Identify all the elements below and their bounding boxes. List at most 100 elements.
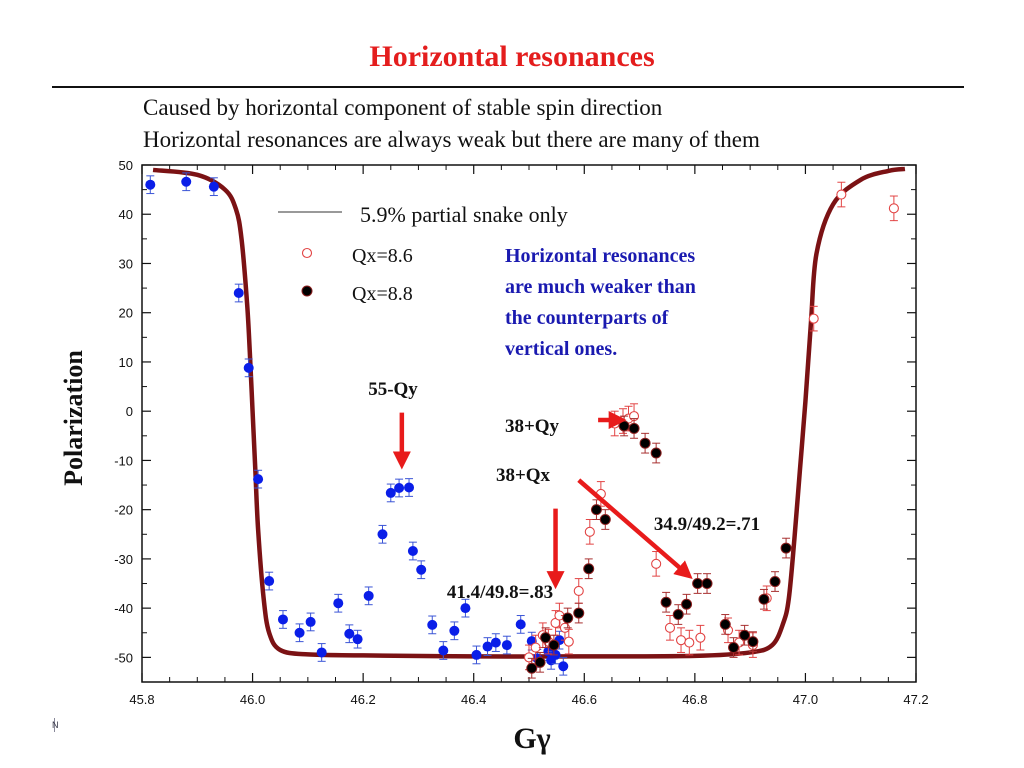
data-point (407, 546, 418, 557)
x-tick-label: 46.4 (461, 692, 486, 707)
data-point (394, 483, 405, 494)
data-point (780, 542, 792, 554)
data-point (684, 637, 695, 648)
data-point (747, 636, 759, 648)
data-point (404, 482, 415, 493)
data-point (501, 640, 512, 651)
y-tick-label: -50 (114, 650, 133, 665)
data-point (416, 564, 427, 575)
data-point (719, 618, 731, 630)
data-point (628, 422, 640, 434)
annotation-label: 55-Qy (368, 379, 418, 400)
data-point (482, 641, 493, 652)
curve-layer (152, 166, 906, 659)
annotation-label: 41.4/49.8=.83 (447, 582, 553, 603)
data-point (385, 487, 396, 498)
callout-line: vertical ones. (505, 338, 617, 360)
data-point (573, 585, 584, 596)
data-point (344, 628, 355, 639)
x-tick-label: 46.0 (240, 692, 265, 707)
y-tick-label: -20 (114, 503, 133, 518)
subtitle-line-2: Horizontal resonances are always weak bu… (143, 127, 760, 152)
data-point (584, 526, 595, 537)
y-tick-label: 30 (119, 256, 133, 271)
data-point (264, 576, 275, 587)
data-point (728, 642, 740, 654)
legend-open-marker (301, 247, 313, 259)
y-tick-label: -40 (114, 601, 133, 616)
data-point (639, 437, 651, 449)
data-point (526, 662, 538, 674)
y-tick-label: 50 (119, 158, 133, 173)
data-point (681, 598, 693, 610)
slide-title: Horizontal resonances (369, 40, 655, 73)
data-point (530, 642, 541, 653)
data-point (294, 627, 305, 638)
data-point (769, 576, 781, 588)
data-point (316, 647, 327, 658)
data-point (523, 652, 535, 663)
data-point (675, 635, 687, 646)
x-axis-label: Gγ (513, 722, 550, 755)
points-layer (145, 172, 899, 679)
data-point (438, 645, 449, 656)
title-rule (52, 86, 964, 88)
subtitle-line-1: Caused by horizontal component of stable… (143, 95, 663, 120)
legend-filled-label: Qx=8.8 (352, 283, 413, 305)
x-tick-label: 45.8 (129, 692, 154, 707)
data-point (808, 313, 819, 324)
annotation-label: 38+Qy (505, 416, 560, 437)
data-point (664, 622, 676, 633)
data-point (363, 590, 374, 601)
data-point (888, 203, 899, 214)
data-point (695, 632, 706, 643)
data-point (490, 637, 501, 648)
legend-filled-marker (301, 285, 313, 297)
data-point (548, 639, 560, 651)
corner-mark: N (52, 720, 59, 730)
data-point (583, 563, 595, 575)
data-point (618, 420, 630, 432)
callout-line: the counterparts of (505, 307, 669, 329)
data-point (352, 634, 363, 645)
data-point (651, 558, 662, 569)
annotation-layer: 55-Qy 38+Qy 38+Qx 34.9/49.2=.71 41.4/49.8=.8… (368, 245, 760, 603)
data-point (573, 607, 585, 619)
y-tick-label: -30 (114, 552, 133, 567)
data-point (449, 625, 460, 636)
data-point (515, 619, 526, 630)
data-point (701, 578, 713, 590)
x-tick-label: 47.2 (903, 692, 928, 707)
data-point (540, 632, 552, 644)
data-point (145, 179, 156, 190)
data-point (377, 529, 388, 540)
data-point (558, 661, 569, 672)
y-tick-label: 10 (119, 355, 133, 370)
x-tick-label: 46.2 (350, 692, 375, 707)
data-point (692, 578, 704, 590)
data-point (534, 656, 546, 668)
data-point (333, 598, 344, 609)
legend: 5.9% partial snake only Qx=8.6 Qx=8.8 (278, 202, 568, 305)
callout-line: Horizontal resonances (505, 245, 695, 267)
data-point (277, 614, 288, 625)
x-tick-label: 46.6 (572, 692, 597, 707)
annotation-arrow (577, 478, 693, 579)
data-point (427, 619, 438, 630)
data-point (758, 593, 770, 605)
series-blue-filled (145, 172, 569, 676)
data-point (460, 603, 471, 614)
annotation-label: 38+Qx (496, 465, 551, 486)
legend-curve-label: 5.9% partial snake only (360, 202, 568, 227)
data-point (181, 176, 192, 187)
data-point (208, 181, 219, 192)
y-axis-label: Polarization (59, 350, 88, 486)
data-point (590, 504, 602, 516)
data-point (660, 596, 672, 608)
data-point (836, 189, 847, 200)
data-point (253, 474, 264, 485)
data-point (599, 514, 611, 526)
data-point (672, 609, 684, 621)
y-tick-label: -10 (114, 453, 133, 468)
y-tick-label: 0 (126, 404, 133, 419)
